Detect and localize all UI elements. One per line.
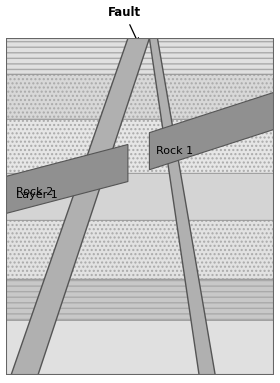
Bar [6, 74, 274, 119]
Bar [6, 74, 274, 119]
Text: Rock 1: Rock 1 [156, 146, 193, 156]
Polygon shape [150, 38, 215, 375]
Bar [6, 173, 274, 220]
Polygon shape [11, 38, 150, 375]
Bar [6, 220, 274, 279]
Polygon shape [150, 92, 274, 170]
Bar [6, 320, 274, 375]
Bar [6, 38, 274, 74]
Bar [6, 220, 274, 279]
Bar [6, 119, 274, 173]
Bar [6, 279, 274, 320]
Bar [6, 119, 274, 173]
Bar [6, 279, 274, 320]
Text: Fault: Fault [108, 7, 141, 43]
Polygon shape [6, 144, 128, 214]
Bar [6, 38, 274, 74]
Text: Rock 2: Rock 2 [16, 187, 53, 196]
Text: Layer 1: Layer 1 [16, 190, 58, 200]
